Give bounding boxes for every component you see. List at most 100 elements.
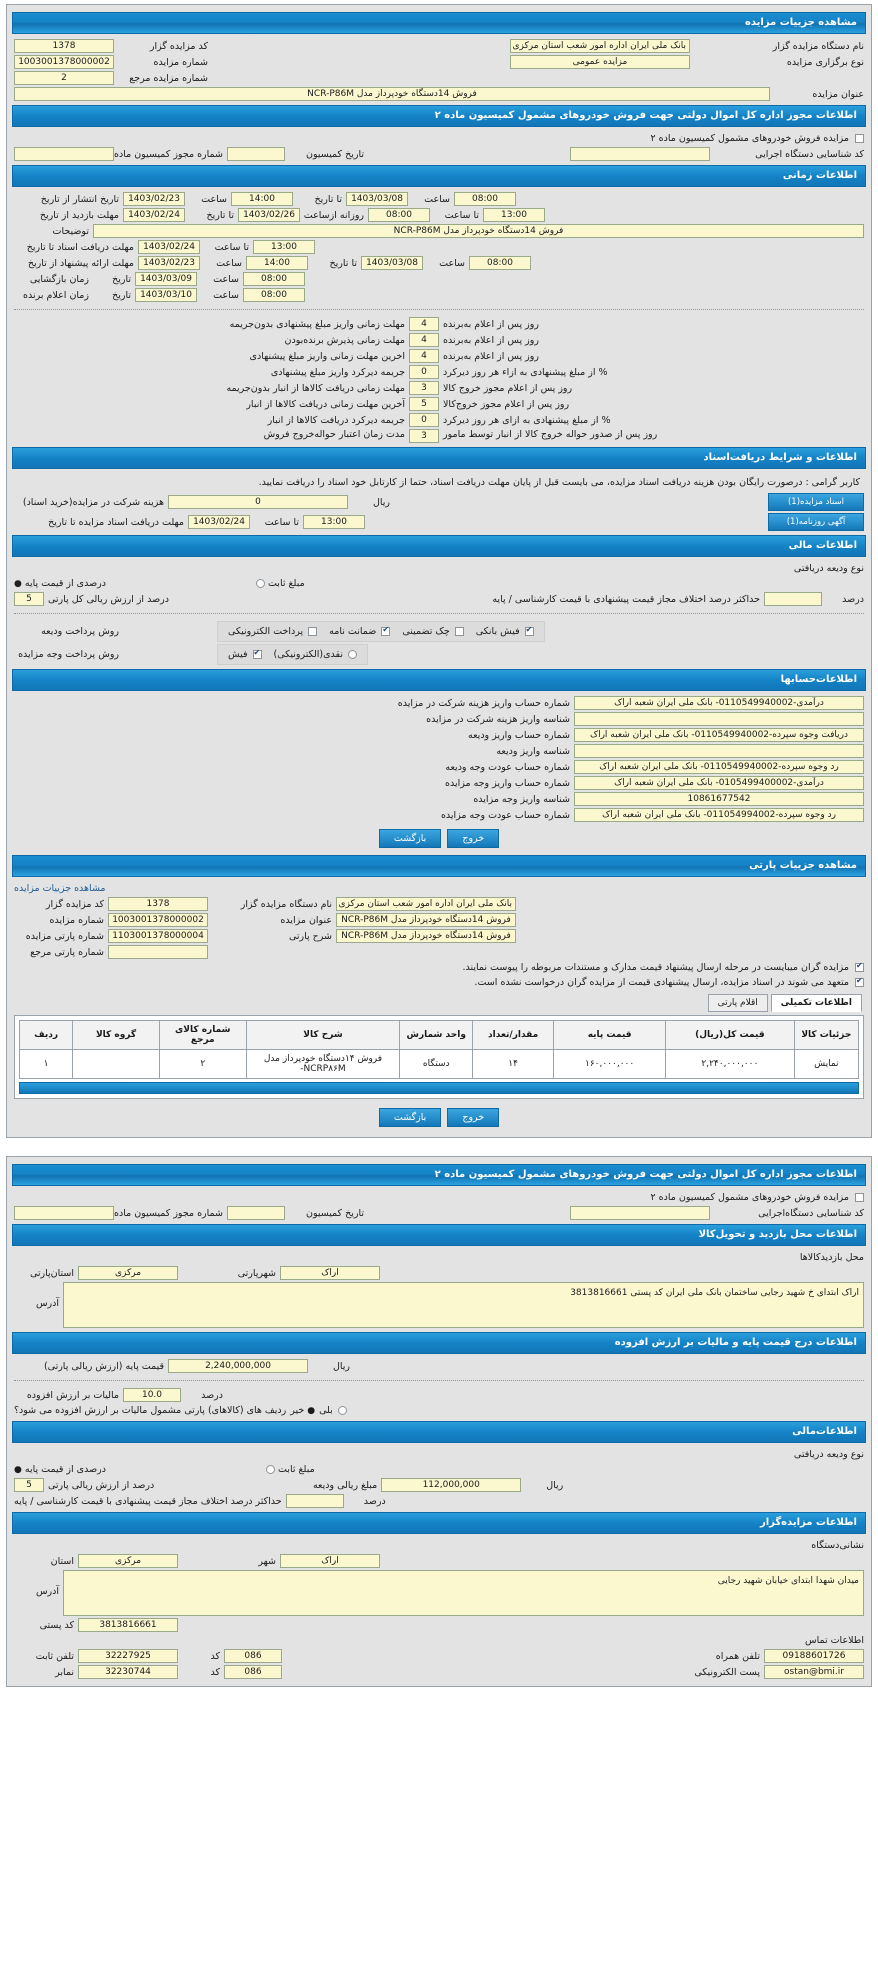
label-max-diff-2: حداکثر درصد اختلاف مجاز قیمت پیشنهادی با… (14, 1495, 282, 1507)
auction-documents-button[interactable]: اسناد مزایده(1) (768, 493, 864, 512)
value-publish-time: 14:00 (231, 192, 293, 206)
option-guaranteed-check[interactable]: چک تضمینی (402, 626, 464, 637)
value-visit-date: 1403/02/24 (123, 208, 185, 222)
value-organizer-name: بانک ملی ایران اداره امور شعب استان مرکز… (510, 39, 690, 53)
option-vat-no[interactable]: ● خیر (290, 1405, 316, 1417)
option-fixed-amount-2[interactable]: مبلغ ثابت (264, 1464, 315, 1475)
deadline-row: روز پس از اعلام مجوز خروج کالا 3 مهلت زم… (12, 380, 866, 396)
value-docs-time: 13:00 (253, 240, 315, 254)
label-organizer-address-header: نشانی‌دستگاه (811, 1540, 864, 1552)
label-deposit-amount: مبلغ ریالی ودیعه (312, 1479, 378, 1491)
deadline-label: آخرین مهلت زمانی دریافت کالاها از انبار (246, 398, 405, 410)
cell-goods-group (72, 1049, 160, 1080)
value-party-province: مرکزی (78, 1266, 178, 1281)
row-party-ref: شماره پارتی مرجع (12, 944, 866, 960)
radio-fixed-amount-2[interactable] (265, 1465, 275, 1475)
label-fixed-amount: مبلغ ثابت (267, 578, 305, 590)
label-opening: زمان بازگشایی (29, 273, 89, 285)
label-winner-date-word: تاریخ (112, 289, 131, 301)
checkbox-party-note-2[interactable] (855, 976, 864, 988)
tab-party-items[interactable]: اقلام پارتی (707, 994, 768, 1013)
label-party-note-2: متعهد می شوند در اسناد مزایده، ارسال پیش… (474, 977, 850, 989)
value-party-org: بانک ملی ایران اداره امور شعب استان مرکز… (336, 897, 516, 912)
section-header-financial-2: اطلاعات‌مالی (12, 1421, 866, 1444)
cell-details[interactable]: نمایش (793, 1049, 860, 1080)
divider-timing-deadlines (14, 309, 864, 310)
checkbox-guaranteed-check[interactable] (454, 627, 464, 637)
label-percent-suffix-2: درصد از ارزش ریالی پارتی (48, 1479, 155, 1491)
label-party-ref: شماره پارتی مرجع (30, 946, 104, 958)
label-max-diff-unit-2: درصد (363, 1495, 386, 1507)
value-deposit-percent: 5 (14, 592, 44, 607)
account-value (574, 744, 864, 759)
label-docs-deadline: مهلت دریافت اسناد مزایده تا تاریخ (48, 516, 184, 528)
label-opening-date-word: تاریخ (112, 273, 131, 285)
label-phone-code: کد (210, 1650, 220, 1662)
deadline-label: اخرین مهلت زمانی واریز مبلغ پیشنهادی (249, 350, 405, 362)
label-docs-time: تا ساعت (214, 241, 249, 253)
account-row: 10861677542 شناسه واریز وجه مزایده (12, 791, 866, 807)
label-visit-address: آدرس (35, 1298, 59, 1310)
row-permit-checkbox: مزایده فروش خودروهای مشمول کمیسیون ماده … (12, 131, 866, 146)
value-reference-number: 2 (14, 71, 114, 85)
docs-warning-text: کاربر گرامی : درصورت رایگان بودن هزینه د… (258, 477, 860, 488)
value-docs-cost: 0 (168, 495, 348, 510)
label-deposit-amount-unit: ریال (546, 1479, 564, 1491)
tab-supplementary-info[interactable]: اطلاعات تکمیلی (770, 994, 862, 1013)
value-permit-number (14, 147, 114, 161)
row-docs-cost: اسناد مزایده(1) ریال 0 هزینه شرکت در مزا… (12, 492, 866, 512)
radio-fixed-amount[interactable] (255, 579, 265, 589)
option-percent-of-base[interactable]: درصدی از قیمت پایه ● (14, 578, 106, 590)
label-max-diff: حداکثر درصد اختلاف مجاز قیمت پیشنهادی با… (492, 593, 760, 605)
option-electronic-payment[interactable]: پرداخت الکترونیکی (228, 626, 318, 637)
row-percent-value: درصد حداکثر درصد اختلاف مجاز قیمت پیشنها… (12, 591, 866, 607)
back-button[interactable]: بازگشت (378, 829, 442, 849)
account-value (574, 712, 864, 727)
auction-details-page: مشاهده جزییات مزایده نام دستگاه مزایده گ… (0, 4, 878, 1688)
th-details: جزئیات کالا (793, 1020, 860, 1051)
value-winner-time: 08:00 (243, 288, 305, 302)
checkbox-vehicle-commission[interactable] (855, 134, 864, 143)
checkbox-receipt[interactable] (252, 648, 262, 660)
th-quantity: مقدار/تعداد (472, 1020, 555, 1051)
account-label: شناسه واریز وجه مزایده (473, 793, 570, 805)
option-percent-of-base-2[interactable]: درصدی از قیمت پایه ● (14, 1464, 106, 1476)
label-vat-yes: بلی (319, 1405, 333, 1417)
account-label: شناسه واریز هزینه شرکت در مزایده (426, 713, 570, 725)
option-bank-receipt[interactable]: فیش بانکی (476, 625, 534, 637)
value-offer-to-date: 1403/03/08 (361, 256, 423, 270)
option-fixed-amount[interactable]: مبلغ ثابت (254, 578, 305, 589)
checkbox-vehicle-commission-2[interactable] (855, 1193, 864, 1203)
value-publish-to-time: 08:00 (454, 192, 516, 206)
deadline-label: جریمه دیرکرد دریافت کالاها از انبار (267, 414, 405, 426)
exit-button[interactable]: خروج (447, 829, 500, 849)
label-organizer-name: نام دستگاه مزایده گزار (772, 40, 864, 52)
row-party-org: بانک ملی ایران اداره امور شعب استان مرکز… (12, 896, 866, 912)
deadline-value: 5 (409, 397, 439, 411)
checkbox-guarantee-letter[interactable] (381, 625, 391, 637)
option-receipt[interactable]: فیش (228, 648, 262, 660)
newspaper-notice-button[interactable]: آگهی روزنامه(1) (768, 513, 864, 532)
party-exit-button[interactable]: خروج (447, 1108, 500, 1128)
radio-cash-electronic[interactable] (347, 650, 357, 660)
label-visit-to-date: تا تاریخ (206, 209, 234, 221)
party-back-button[interactable]: بازگشت (378, 1108, 442, 1128)
checkbox-electronic-payment[interactable] (308, 627, 318, 637)
label-party-subject: عنوان مزایده (280, 914, 332, 926)
option-vat-yes[interactable]: بلی (319, 1405, 347, 1416)
account-row: رد وجوه سپرده-011054994002- بانک ملی ایر… (12, 807, 866, 823)
radio-vat-yes[interactable] (337, 1406, 347, 1416)
option-guarantee-letter[interactable]: ضمانت نامه (329, 625, 391, 637)
option-cash-electronic[interactable]: نقدی(الکترونیکی) (274, 649, 357, 660)
label-vehicle-commission-2: مزایده فروش خودروهای مشمول کمیسیون ماده … (650, 1192, 849, 1204)
value-auction-subject: فروش 14دستگاه خودپرداز مدل NCR-P86M (14, 87, 770, 101)
row-docs-deadline-2: آگهی روزنامه(1) 13:00 تا ساعت 1403/02/24… (12, 512, 866, 532)
value-agency-code-2 (570, 1206, 710, 1221)
row-auction-subject: عنوان مزایده فروش 14دستگاه خودپرداز مدل … (12, 86, 866, 102)
checkbox-party-note-1[interactable] (855, 961, 864, 973)
label-publish-to-time: ساعت (424, 193, 450, 205)
label-offer-to-time: ساعت (439, 257, 465, 269)
row-location-province-city: اراک شهرپارتی مرکزی استان‌پارتی (12, 1265, 866, 1281)
value-max-diff (764, 592, 822, 607)
checkbox-bank-receipt[interactable] (524, 625, 534, 637)
